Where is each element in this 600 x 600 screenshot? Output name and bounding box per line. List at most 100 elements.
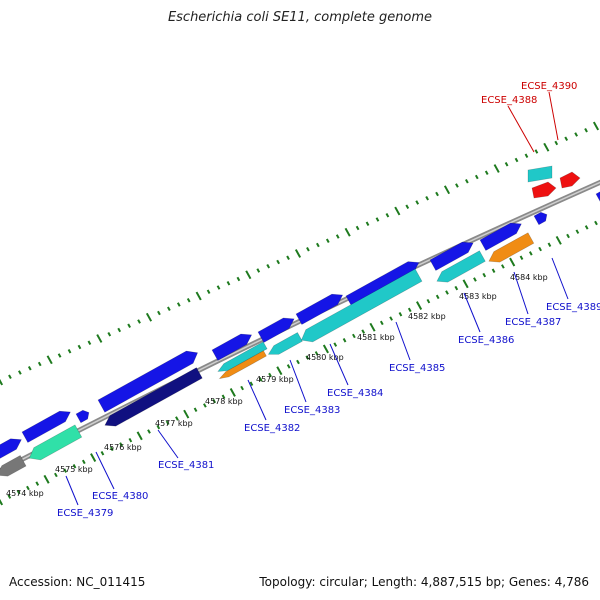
outer-tick [294, 249, 302, 258]
gene-label-leader [95, 451, 115, 490]
inner-tick [175, 416, 179, 421]
kbp-label: 4575 kbp [55, 465, 93, 474]
inner-tick [268, 372, 272, 378]
outer-tick [127, 323, 131, 328]
inner-tick [519, 255, 524, 260]
outer-tick [474, 174, 479, 180]
outer-tick [455, 183, 459, 188]
inner-tick [156, 424, 161, 430]
outer-tick [394, 206, 401, 216]
inner-tick [193, 407, 198, 413]
gene-arrow [300, 268, 423, 343]
inner-tick [462, 279, 469, 289]
outer-tick [8, 374, 12, 379]
outer-tick [27, 366, 32, 371]
outer-tick [87, 340, 92, 345]
gene-arrow [218, 350, 267, 380]
gene-labels: ECSE_4379 ECSE_4380 ECSE_4381 ECSE_4382 ECSE… [57, 81, 600, 519]
gene-label-leader [289, 359, 307, 403]
inner-tick [333, 342, 338, 347]
outer-tick [276, 259, 280, 265]
outer-tick [286, 255, 290, 260]
gene-label: ECSE_4385 [389, 363, 445, 374]
outer-tick [524, 153, 529, 158]
inner-tick [555, 235, 562, 245]
inner-tick [305, 355, 310, 360]
outer-tick [167, 306, 171, 311]
inner-tick [398, 311, 403, 317]
outer-tick [216, 285, 221, 290]
gene-features [0, 165, 600, 477]
inner-tick [286, 364, 291, 369]
gene-label-leader [65, 475, 79, 506]
outer-tick [443, 185, 451, 195]
gene-label: ECSE_4381 [158, 460, 214, 471]
gene-label: ECSE_4387 [505, 317, 561, 328]
outer-tick [57, 353, 62, 358]
inner-tick [389, 316, 393, 321]
outer-tick [107, 332, 112, 337]
inner-tick [407, 307, 412, 313]
gene-arrow [559, 171, 581, 189]
outer-tick [484, 170, 489, 175]
inner-tick [296, 359, 300, 365]
outer-tick [316, 242, 320, 248]
inner-tick [26, 485, 30, 491]
inner-tick [147, 429, 151, 434]
gene-arrow [75, 409, 90, 424]
outer-tick [67, 349, 72, 354]
gene-label: ECSE_4380 [92, 491, 148, 502]
gene-label: ECSE_4379 [57, 508, 113, 519]
gene-arrow [531, 181, 557, 199]
inner-tick [109, 446, 114, 452]
outer-tick [335, 234, 340, 239]
outer-tick [195, 291, 202, 301]
outer-tick [18, 370, 22, 375]
gene-label: ECSE_4389 [546, 302, 600, 313]
outer-tick [584, 128, 588, 133]
kbp-label: 4579 kbp [256, 375, 294, 384]
gene-arrow [488, 232, 535, 263]
gene-label: ECSE_4390 [521, 81, 577, 92]
inner-tick [594, 220, 598, 226]
inner-tick [314, 351, 319, 356]
gene-arrow [28, 424, 83, 461]
gene-label: ECSE_4384 [327, 388, 383, 399]
inner-tick [100, 450, 105, 456]
outer-tick [46, 355, 53, 365]
gene-arrow [479, 222, 522, 251]
outer-tick [236, 276, 241, 282]
gene-arrow [21, 410, 71, 443]
outer-tick [514, 157, 519, 163]
outer-tick [157, 310, 161, 316]
inner-tick [258, 377, 263, 382]
inner-tick [221, 394, 226, 399]
outer-tick [375, 217, 380, 222]
gene-arrow [104, 367, 203, 427]
outer-tick [504, 162, 509, 167]
inner-tick [547, 242, 552, 247]
gene-arrow [0, 438, 22, 459]
outer-tick [385, 213, 390, 218]
kbp-label: 4584 kbp [510, 273, 548, 282]
gene-label-leader [548, 91, 559, 141]
outer-tick [564, 136, 569, 141]
outer-tick [206, 289, 211, 294]
kbp-label: 4574 kbp [6, 489, 44, 498]
inner-tick [322, 344, 329, 354]
gene-arrow [97, 350, 199, 413]
outer-tick [0, 378, 4, 386]
gene-label: ECSE_4383 [284, 405, 340, 416]
gene-arrow [429, 241, 474, 271]
inner-tick [509, 257, 516, 267]
gene-arrow [257, 317, 295, 343]
outer-tick [355, 225, 360, 231]
inner-tick [212, 398, 217, 404]
inner-tick [435, 294, 440, 300]
kbp-label: 4581 kbp [357, 333, 395, 342]
kbp-label: 4582 kbp [408, 312, 446, 321]
inner-tick [361, 329, 366, 334]
gene-label-leader [463, 292, 481, 333]
outer-tick [574, 132, 578, 137]
